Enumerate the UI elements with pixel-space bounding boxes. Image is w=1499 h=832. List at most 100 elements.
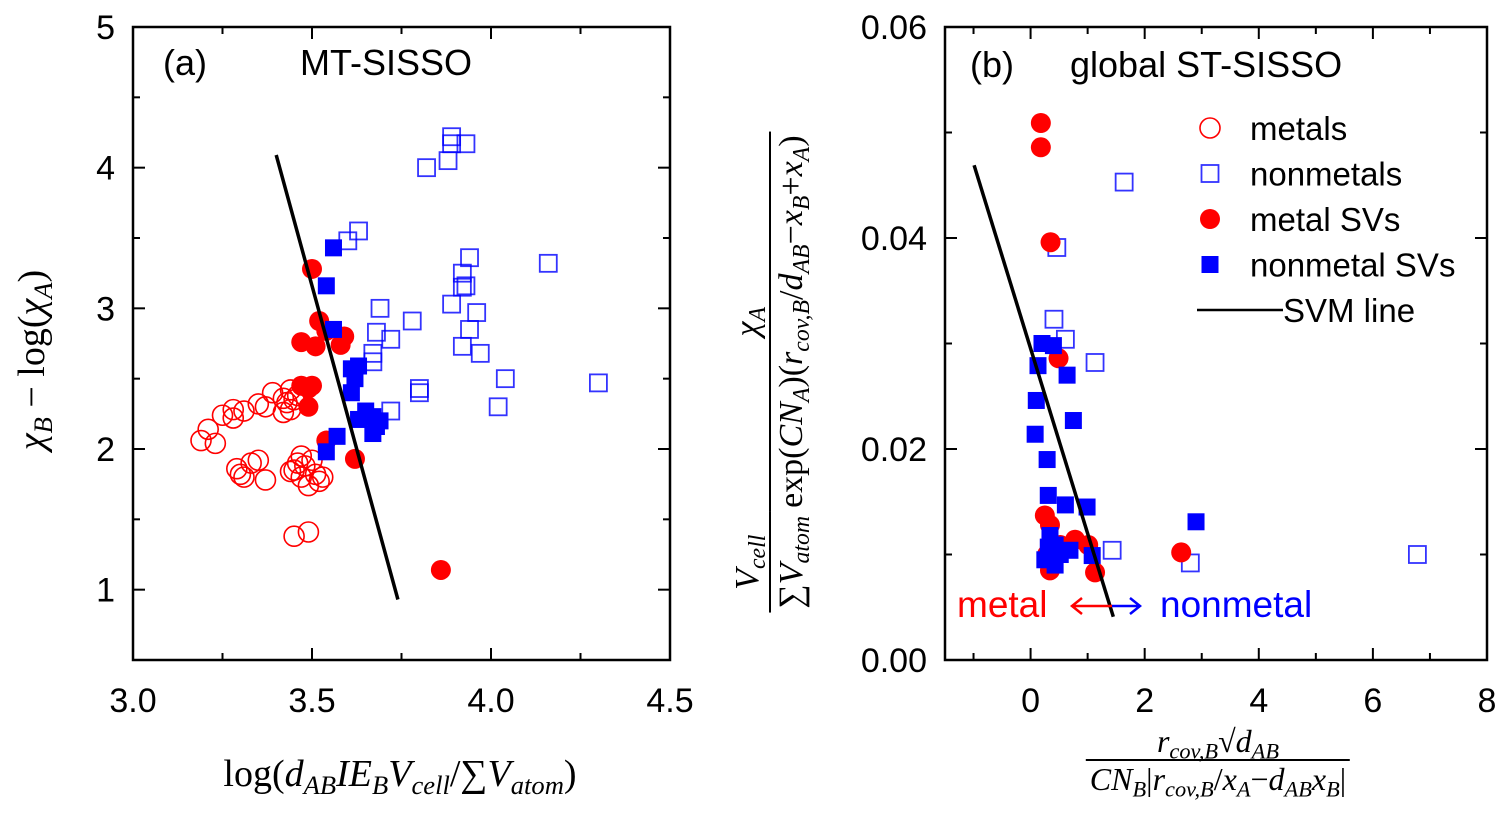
point-nonmetals xyxy=(456,276,476,296)
point-nonmetal-SVs xyxy=(1064,412,1082,430)
y-label-b-numerator: χA xyxy=(729,306,772,337)
point-nonmetals xyxy=(417,158,436,178)
panel-label-b: (b) xyxy=(970,44,1014,85)
point-nonmetal-SVs xyxy=(1038,451,1056,469)
point-nonmetal-SVs xyxy=(346,370,364,388)
point-metal-SVs xyxy=(305,336,326,357)
legend-marker xyxy=(1201,256,1219,273)
y-label-b-pre-denominator: ∑Vatom xyxy=(769,511,815,613)
point-metals xyxy=(197,418,219,441)
legend-marker xyxy=(1200,209,1220,229)
point-nonmetals xyxy=(438,151,458,171)
point-nonmetal-SVs xyxy=(357,402,375,420)
point-nonmetal-SVs xyxy=(324,320,342,338)
point-metals xyxy=(286,452,309,474)
point-metals xyxy=(272,401,295,424)
point-metals xyxy=(290,466,313,488)
point-metals xyxy=(222,407,245,429)
point-nonmetals xyxy=(460,320,479,339)
x-tick-label: 2 xyxy=(1135,682,1154,720)
arrow-left-icon xyxy=(1069,597,1112,615)
point-nonmetals xyxy=(456,134,476,154)
y-tick-label: 3 xyxy=(96,290,115,328)
y-axis-label-b: Vcell ∑Vatom χA exp(CNA)(rcov,B/dAB−xB+xA) xyxy=(729,131,815,613)
point-nonmetal-SVs xyxy=(328,427,346,445)
point-nonmetal-SVs xyxy=(1187,513,1205,531)
legend-label: nonmetals xyxy=(1250,156,1402,193)
x-tick-label: 4.5 xyxy=(646,682,693,720)
point-nonmetals xyxy=(460,248,479,268)
point-nonmetals xyxy=(470,343,490,363)
legend-label: metal SVs xyxy=(1250,201,1400,238)
point-metal-SVs xyxy=(291,375,312,396)
point-nonmetal-SVs xyxy=(364,425,382,443)
y-tick-label: 2 xyxy=(96,431,115,469)
point-nonmetals xyxy=(442,294,462,314)
x-tick-label: 3.0 xyxy=(109,682,156,720)
point-nonmetals xyxy=(349,221,368,241)
point-metals xyxy=(279,460,302,483)
point-nonmetals xyxy=(1114,172,1134,192)
point-nonmetals xyxy=(452,277,472,297)
x-axis-label-a: log(dABIEBVcell/∑Vatom) xyxy=(223,753,577,800)
x-tick-label: 4.0 xyxy=(467,682,514,720)
point-metals xyxy=(190,429,212,452)
point-nonmetal-SVs xyxy=(317,277,335,295)
point-nonmetals xyxy=(589,373,608,393)
x-tick-label: 6 xyxy=(1363,682,1382,720)
x-tick-label: 0 xyxy=(1021,682,1040,720)
point-metals xyxy=(247,449,270,472)
point-metals xyxy=(211,404,234,427)
plot-frame xyxy=(943,25,1489,662)
point-metals xyxy=(226,457,248,480)
y-tick-label: 4 xyxy=(96,150,115,188)
plot-frame xyxy=(131,25,672,662)
x-tick-label: 3.5 xyxy=(288,682,335,720)
point-nonmetal-SVs xyxy=(324,239,342,257)
point-nonmetals xyxy=(367,322,386,342)
point-nonmetal-SVs xyxy=(342,384,360,402)
point-nonmetal-SVs xyxy=(1056,496,1074,514)
y-label-b-pre-numerator: Vcell xyxy=(729,534,772,590)
panel-a: 3.0 3.5 4.0 4.5 1 2 3 4 5 xyxy=(96,9,694,720)
point-metal-SVs xyxy=(1030,113,1051,134)
point-metals xyxy=(229,463,252,486)
panel-b: 0 2 4 6 8 0.00 0.02 0.04 0.06 xyxy=(861,9,1497,720)
point-nonmetals xyxy=(1407,545,1427,564)
arrow-right-icon xyxy=(1112,597,1143,615)
point-nonmetal-SVs xyxy=(1039,486,1057,504)
point-metals xyxy=(233,400,255,422)
y-tick-label: 5 xyxy=(96,9,115,47)
point-nonmetals xyxy=(1044,309,1064,329)
title-b: global ST-SISSO xyxy=(1070,44,1343,85)
point-metal-SVs xyxy=(430,559,451,580)
y-axis-label-a: χB − log(χA) xyxy=(11,269,58,451)
point-nonmetal-SVs xyxy=(1061,541,1079,559)
title-a: MT-SISSO xyxy=(300,42,473,83)
point-metals xyxy=(283,525,305,548)
point-nonmetals xyxy=(409,379,429,398)
x-tick-label: 8 xyxy=(1478,682,1497,720)
point-nonmetal-SVs xyxy=(1039,538,1057,556)
legend-marker xyxy=(1199,117,1221,139)
y-label-b-denominator: exp(CNA)(rcov,B/dAB−xB+xA) xyxy=(769,131,815,512)
point-nonmetals xyxy=(467,303,487,322)
point-nonmetal-SVs xyxy=(1026,425,1044,443)
point-metals xyxy=(204,432,227,455)
point-metal-SVs xyxy=(298,396,319,417)
point-metals xyxy=(308,470,330,493)
point-nonmetal-SVs xyxy=(1058,366,1076,384)
point-metals xyxy=(222,398,245,421)
annotation-metal: metal xyxy=(957,584,1048,625)
point-metals xyxy=(297,521,320,543)
legend-label: nonmetal SVs xyxy=(1250,247,1455,284)
point-nonmetal-SVs xyxy=(1078,498,1096,516)
svm-line xyxy=(972,164,1115,618)
point-nonmetals xyxy=(1102,540,1122,560)
point-nonmetals xyxy=(495,369,515,389)
y-tick-label: 1 xyxy=(96,572,115,610)
legend-label: SVM line xyxy=(1283,292,1415,329)
legend: metals nonmetals metal SVs nonmetal SVs SVM … xyxy=(1197,110,1455,329)
panel-label-a: (a) xyxy=(163,42,207,83)
